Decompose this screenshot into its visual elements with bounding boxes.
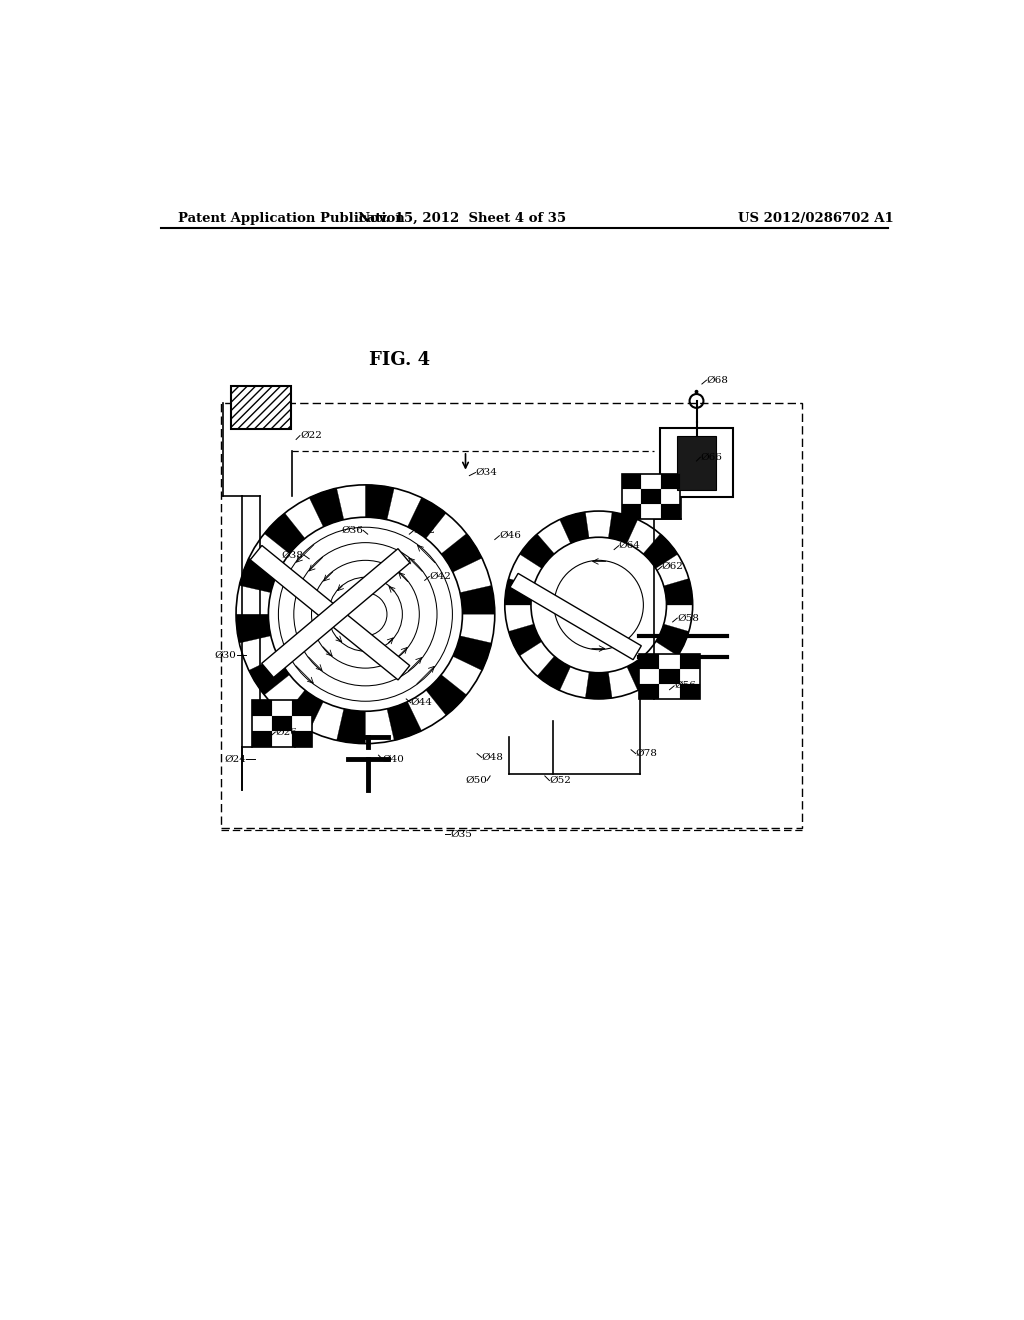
Text: Ø78: Ø78 — [636, 750, 657, 758]
Text: Ø48: Ø48 — [481, 752, 504, 762]
Text: Ø56: Ø56 — [674, 681, 696, 690]
Polygon shape — [460, 586, 495, 614]
Bar — [680, 684, 700, 700]
Bar — [272, 715, 292, 731]
Bar — [230, 387, 291, 429]
Polygon shape — [309, 488, 344, 527]
Polygon shape — [608, 512, 638, 544]
Bar — [230, 387, 291, 429]
Text: Ø32: Ø32 — [414, 525, 436, 535]
Polygon shape — [285, 690, 324, 731]
Bar — [292, 701, 312, 715]
Bar — [660, 504, 680, 519]
Bar — [677, 436, 716, 490]
Bar — [510, 573, 641, 660]
Text: Ø46: Ø46 — [500, 531, 521, 540]
Text: Ø30: Ø30 — [215, 651, 237, 660]
Bar — [622, 504, 641, 519]
Text: Ø64: Ø64 — [618, 541, 641, 550]
Text: Ø22: Ø22 — [300, 432, 322, 440]
Text: Ø62: Ø62 — [662, 562, 684, 572]
Bar — [639, 655, 659, 669]
Bar — [641, 488, 660, 504]
Text: Nov. 15, 2012  Sheet 4 of 35: Nov. 15, 2012 Sheet 4 of 35 — [357, 213, 565, 224]
Polygon shape — [441, 533, 482, 572]
Bar — [622, 474, 641, 488]
Bar — [639, 655, 700, 700]
Bar — [639, 684, 659, 700]
Bar — [252, 701, 272, 715]
Polygon shape — [643, 535, 678, 569]
Bar — [292, 731, 312, 747]
Bar — [250, 545, 410, 680]
Bar — [660, 428, 733, 498]
Polygon shape — [249, 656, 290, 694]
Polygon shape — [538, 656, 570, 690]
Polygon shape — [560, 512, 589, 544]
Text: Ø34: Ø34 — [475, 469, 498, 477]
Text: Ø26: Ø26 — [275, 727, 297, 737]
Polygon shape — [408, 498, 446, 539]
Polygon shape — [366, 484, 394, 520]
Bar — [622, 474, 680, 519]
Polygon shape — [453, 636, 492, 671]
Text: Ø52: Ø52 — [550, 776, 571, 785]
Polygon shape — [337, 709, 366, 743]
Polygon shape — [627, 656, 660, 690]
Bar — [221, 404, 802, 829]
Text: Ø50: Ø50 — [465, 776, 487, 785]
Polygon shape — [387, 702, 422, 741]
Text: Ø35: Ø35 — [451, 830, 472, 840]
Text: Ø40: Ø40 — [382, 755, 404, 763]
Circle shape — [694, 389, 698, 393]
Text: Ø58: Ø58 — [677, 614, 699, 623]
Polygon shape — [520, 535, 554, 569]
Text: Ø38: Ø38 — [282, 550, 304, 560]
Text: Ø44: Ø44 — [411, 698, 433, 708]
Bar — [262, 549, 410, 677]
Polygon shape — [237, 614, 270, 643]
Polygon shape — [509, 624, 542, 656]
Text: Patent Application Publication: Patent Application Publication — [178, 213, 406, 224]
Polygon shape — [240, 558, 278, 593]
Text: Ø68: Ø68 — [707, 376, 728, 384]
Text: Ø42: Ø42 — [429, 572, 452, 581]
Polygon shape — [586, 672, 612, 698]
Polygon shape — [664, 578, 692, 605]
Polygon shape — [655, 624, 689, 656]
Text: Ø24: Ø24 — [224, 755, 246, 763]
Bar — [659, 669, 680, 684]
Bar — [680, 655, 700, 669]
Polygon shape — [505, 578, 534, 605]
Text: Ø36: Ø36 — [341, 525, 364, 535]
Polygon shape — [264, 513, 305, 554]
Bar — [660, 474, 680, 488]
Polygon shape — [426, 675, 467, 715]
Text: Ø66: Ø66 — [700, 453, 722, 462]
Text: US 2012/0286702 A1: US 2012/0286702 A1 — [738, 213, 894, 224]
Bar — [252, 731, 272, 747]
Text: FIG. 4: FIG. 4 — [370, 351, 431, 370]
Bar — [252, 701, 312, 747]
